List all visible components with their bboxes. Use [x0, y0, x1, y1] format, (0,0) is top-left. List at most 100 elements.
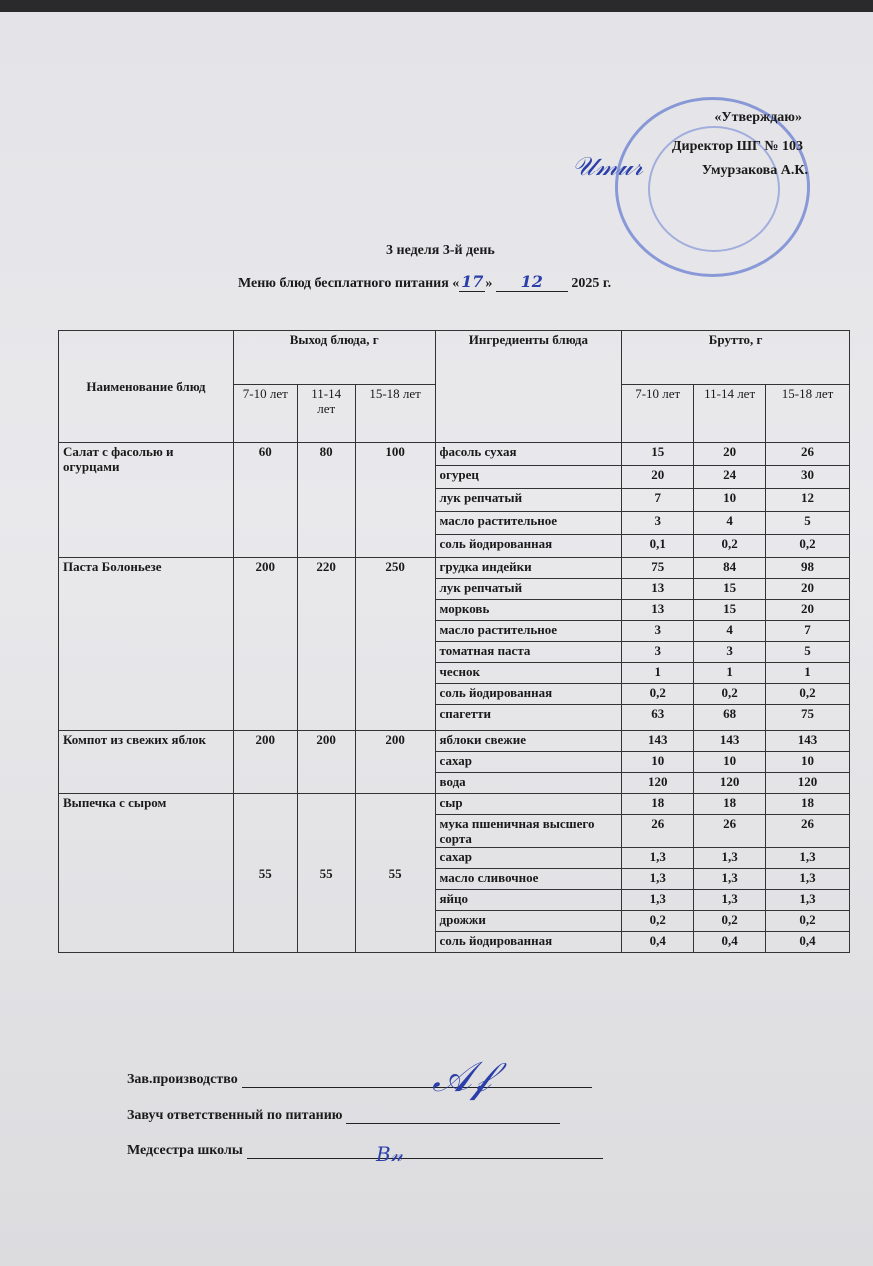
ingredient-gross: 84: [693, 557, 767, 579]
header-gross-age: 11-14 лет: [693, 384, 767, 443]
menu-table: Наименование блюд Выход блюда, г Ингреди…: [58, 330, 850, 953]
ingredient-gross: 0,2: [765, 683, 850, 705]
ingredient-gross: 120: [765, 772, 850, 794]
table-row: спагетти 63 68 75: [59, 704, 850, 731]
menu-month: 12: [495, 272, 568, 292]
ingredient-name: масло сливочное: [434, 868, 623, 890]
ingredient-gross: 18: [693, 793, 767, 815]
ingredient-gross: 0,2: [765, 534, 850, 558]
document-page: «Утверждаю» Директор ШГ № 103 𝒰𝓂𝓊𝓇 Умурз…: [0, 12, 873, 1266]
table-row: сахар 10 10 10: [59, 751, 850, 773]
ingredient-gross: 75: [621, 557, 695, 579]
table-row: томатная паста 3 3 5: [59, 641, 850, 663]
ingredient-gross: 26: [765, 814, 850, 848]
table-row: морковь 13 15 20: [59, 599, 850, 621]
dish-output: 55: [232, 793, 298, 953]
ingredient-name: огурец: [434, 465, 623, 489]
ingredient-gross: 18: [621, 793, 695, 815]
ingredient-gross: 1,3: [693, 889, 767, 911]
approval-line-1: «Утверждаю»: [714, 110, 802, 125]
signature-head-teacher: Завуч ответственный по питанию: [127, 1108, 561, 1124]
table-row: огурец 20 24 30: [59, 465, 850, 489]
ingredient-name: спагетти: [434, 704, 623, 731]
ingredient-gross: 20: [765, 578, 850, 600]
dish-output: 55: [354, 793, 436, 953]
ingredient-name: масло растительное: [434, 511, 623, 535]
ingredient-gross: 1,3: [621, 847, 695, 869]
ingredient-gross: 10: [693, 488, 767, 512]
dish-name: Компот из свежих яблок: [58, 730, 234, 794]
table-row: сахар 1,3 1,3 1,3: [59, 847, 850, 869]
ingredient-name: сахар: [434, 751, 623, 773]
handwritten-signature: 𝒜𝒻: [432, 1052, 491, 1101]
ingredient-name: сахар: [434, 847, 623, 869]
ingredient-gross: 0,2: [765, 910, 850, 932]
ingredient-gross: 120: [621, 772, 695, 794]
header-output-age: 11-14 лет: [296, 384, 356, 443]
dish-output: 220: [296, 557, 356, 731]
table-row: соль йодированная 0,4 0,4 0,4: [59, 931, 850, 953]
ingredient-gross: 1,3: [621, 889, 695, 911]
ingredient-name: лук репчатый: [434, 488, 623, 512]
ingredient-gross: 1,3: [693, 868, 767, 890]
header-gross: Брутто, г: [621, 330, 850, 385]
header-gross-age: 15-18 лет: [765, 384, 850, 443]
ingredient-name: соль йодированная: [434, 931, 623, 953]
school-stamp: [615, 97, 810, 277]
ingredient-gross: 0,2: [621, 683, 695, 705]
ingredient-gross: 4: [693, 620, 767, 642]
ingredient-name: дрожжи: [434, 910, 623, 932]
dish-name: Салат с фасолью и огурцами: [58, 442, 234, 558]
ingredient-name: соль йодированная: [434, 683, 623, 705]
dish-output: 55: [296, 793, 356, 953]
ingredient-name: мука пшеничная высшего сорта: [434, 814, 623, 848]
ingredient-gross: 18: [765, 793, 850, 815]
ingredient-gross: 1,3: [621, 868, 695, 890]
dish-output: 200: [354, 730, 436, 794]
header-gross-age: 7-10 лет: [621, 384, 695, 443]
ingredient-gross: 12: [765, 488, 850, 512]
ingredient-gross: 0,1: [621, 534, 695, 558]
table-row: Компот из свежих яблок 200 200 200 яблоки св…: [58, 730, 850, 794]
table-row: масло растительное 3 4 5: [59, 511, 850, 535]
ingredient-gross: 1: [765, 662, 850, 684]
dish-output: 200: [232, 730, 298, 794]
table-row: лук репчатый 7 10 12: [59, 488, 850, 512]
table-row: чеснок 1 1 1: [59, 662, 850, 684]
ingredient-gross: 98: [765, 557, 850, 579]
header-output-age: 7-10 лет: [232, 384, 298, 443]
ingredient-gross: 1: [693, 662, 767, 684]
director-signature: 𝒰𝓂𝓊𝓇: [572, 152, 643, 182]
ingredient-gross: 20: [765, 599, 850, 621]
ingredient-gross: 15: [693, 599, 767, 621]
ingredient-gross: 10: [621, 751, 695, 773]
ingredient-name: фасоль сухая: [434, 442, 623, 466]
table-row: вода 120 120 120: [59, 772, 850, 794]
ingredient-gross: 0,2: [621, 910, 695, 932]
ingredient-gross: 143: [693, 730, 767, 752]
dish-output: 80: [296, 442, 356, 558]
ingredient-gross: 7: [765, 620, 850, 642]
ingredient-gross: 0,2: [693, 683, 767, 705]
dish-output: 200: [296, 730, 356, 794]
signature-label: Завуч ответственный по питанию: [127, 1108, 343, 1123]
ingredient-gross: 30: [765, 465, 850, 489]
ingredient-gross: 13: [621, 578, 695, 600]
dish-output: 60: [232, 442, 298, 558]
approval-line-2: Директор ШГ № 103: [671, 139, 803, 154]
header-output: Выход блюда, г: [232, 330, 436, 385]
table-row: дрожжи 0,2 0,2 0,2: [59, 910, 850, 932]
ingredient-gross: 10: [765, 751, 850, 773]
ingredient-name: морковь: [434, 599, 623, 621]
dish-output: 200: [232, 557, 298, 731]
approval-line-3: Умурзакова А.К.: [701, 163, 808, 178]
ingredient-name: томатная паста: [434, 641, 623, 663]
ingredient-gross: 63: [621, 704, 695, 731]
week-day-title: 3 неделя 3-й день: [386, 243, 495, 258]
menu-year: 2025 г.: [571, 276, 612, 291]
ingredient-gross: 1,3: [765, 889, 850, 911]
ingredient-name: масло растительное: [434, 620, 623, 642]
ingredient-gross: 143: [765, 730, 850, 752]
ingredient-gross: 0,4: [765, 931, 850, 953]
dish-name: Паста Болоньезе: [58, 557, 234, 731]
